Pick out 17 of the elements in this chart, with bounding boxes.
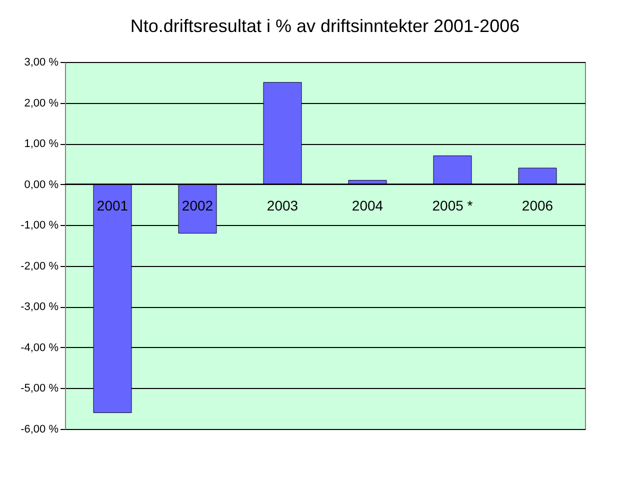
y-tick-label: 2,00 % <box>24 97 59 110</box>
x-tick-label: 2003 <box>266 197 298 214</box>
x-tick-label: 2004 <box>352 197 384 214</box>
x-tick-label: 2002 <box>182 197 214 214</box>
y-tick-label: -4,00 % <box>20 342 59 354</box>
x-tick-label: 2001 <box>96 197 128 214</box>
y-tick-label: -1,00 % <box>20 220 59 232</box>
y-tick-label: -5,00 % <box>20 382 59 395</box>
chart-title: Nto.driftsresultat i % av driftsinntekter 2001-2006 <box>130 16 520 36</box>
y-tick-label: -6,00 % <box>20 424 59 436</box>
y-tick-label: 0,00 % <box>24 178 59 191</box>
x-tick-label: 2005 * <box>432 197 474 214</box>
y-tick-label: -2,00 % <box>20 260 59 272</box>
y-tick-label: -3,00 % <box>20 301 59 314</box>
x-tick-label: 2006 <box>522 197 554 214</box>
y-tick-label: 1,00 % <box>24 138 59 150</box>
y-tick-label: 3,00 % <box>24 56 59 68</box>
